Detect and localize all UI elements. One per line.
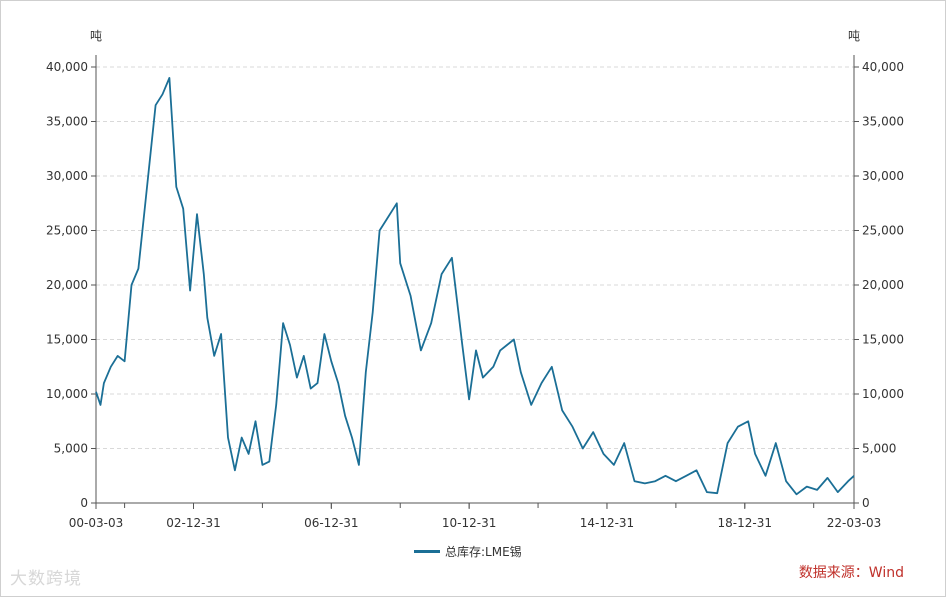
y-tick-label-left: 10,000 [46,387,88,401]
source-label: 数据来源：Wind [798,565,904,581]
y-tick-label-right: 10,000 [862,387,904,401]
x-tick-label: 18-12-31 [718,516,772,530]
y-tick-label-right: 15,000 [862,333,904,347]
series-line-lme-tin [95,77,855,496]
x-tick-label: 06-12-31 [304,516,358,530]
y-tick-label-right: 5,000 [862,442,896,456]
legend-swatch [414,550,440,553]
legend[interactable]: 总库存:LME锡 [414,543,522,560]
y-tick-label-left: 5,000 [54,442,88,456]
y-tick-label-left: 20,000 [46,278,88,292]
y-unit-left: 吨 [90,29,102,43]
y-tick-label-left: 15,000 [46,333,88,347]
x-tick-label: 00-03-03 [69,516,123,530]
y-tick-label-left: 40,000 [46,60,88,74]
y-tick-label-left: 35,000 [46,115,88,129]
x-tick-label: 14-12-31 [580,516,634,530]
y-tick-label-right: 20,000 [862,278,904,292]
y-tick-label-right: 35,000 [862,115,904,129]
legend-label: 总库存:LME锡 [445,545,522,559]
y-tick-label-left: 0 [80,496,88,510]
y-tick-label-right: 40,000 [862,60,904,74]
y-tick-label-left: 25,000 [46,224,88,238]
watermark-logo: 大数跨境 [10,569,82,589]
y-tick-label-right: 30,000 [862,169,904,183]
y-tick-label-right: 25,000 [862,224,904,238]
y-tick-label-left: 30,000 [46,169,88,183]
x-tick-label: 22-03-03 [827,516,881,530]
y-tick-label-right: 0 [862,496,870,510]
y-unit-right: 吨 [848,29,860,43]
x-tick-label: 10-12-31 [442,516,496,530]
x-tick-label: 02-12-31 [166,516,220,530]
